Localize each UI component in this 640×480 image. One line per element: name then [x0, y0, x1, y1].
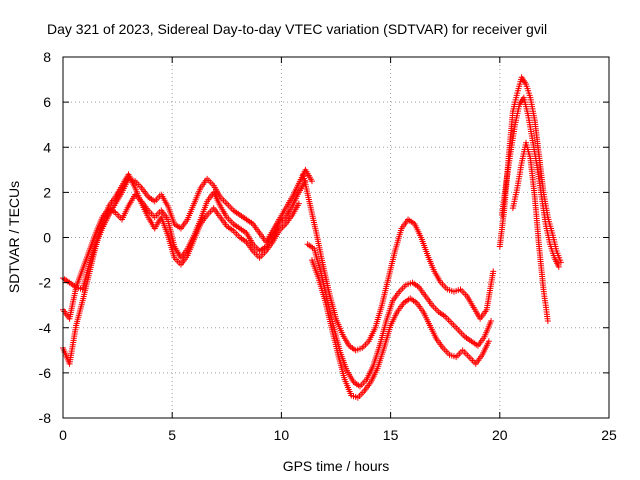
x-tick-labels: 0 5 10 15 20 25: [59, 427, 617, 443]
series-trace: [61, 180, 308, 320]
y-tick-label: 4: [43, 139, 51, 155]
y-tick-label: 8: [43, 49, 51, 65]
x-axis-label: GPS time / hours: [283, 458, 390, 474]
y-tick-label: -4: [39, 320, 52, 336]
x-tick-label: 0: [59, 427, 67, 443]
y-tick-label: -2: [39, 275, 52, 291]
series-trace: [60, 173, 301, 365]
axis-ticks: [62, 56, 610, 419]
series-trace: [300, 173, 496, 353]
y-tick-label: 6: [43, 94, 51, 110]
y-axis-label: SDTVAR / TECUs: [6, 181, 22, 293]
x-tick-label: 10: [274, 427, 290, 443]
x-tick-label: 5: [168, 427, 176, 443]
series-group: [509, 139, 551, 324]
data-points: [60, 74, 564, 401]
series-group: [60, 178, 309, 322]
y-tick-label: -8: [39, 410, 52, 426]
chart-title: Day 321 of 2023, Sidereal Day-to-day VTE…: [47, 21, 547, 37]
series-group: [498, 94, 562, 270]
series-group: [308, 257, 492, 401]
x-tick-label: 15: [383, 427, 399, 443]
x-tick-label: 25: [601, 427, 617, 443]
series-group: [60, 171, 302, 367]
y-tick-label: -6: [39, 365, 52, 381]
y-tick-label: 0: [43, 230, 51, 246]
series-trace: [510, 142, 551, 322]
series-trace: [309, 259, 491, 400]
y-tick-label: 2: [43, 184, 51, 200]
series-trace: [499, 96, 561, 268]
x-tick-label: 20: [492, 427, 508, 443]
series-group: [304, 241, 495, 390]
series-group: [300, 171, 497, 354]
series-trace: [61, 168, 314, 292]
y-tick-labels: -8 -6 -4 -2 0 2 4 6 8: [39, 49, 52, 426]
